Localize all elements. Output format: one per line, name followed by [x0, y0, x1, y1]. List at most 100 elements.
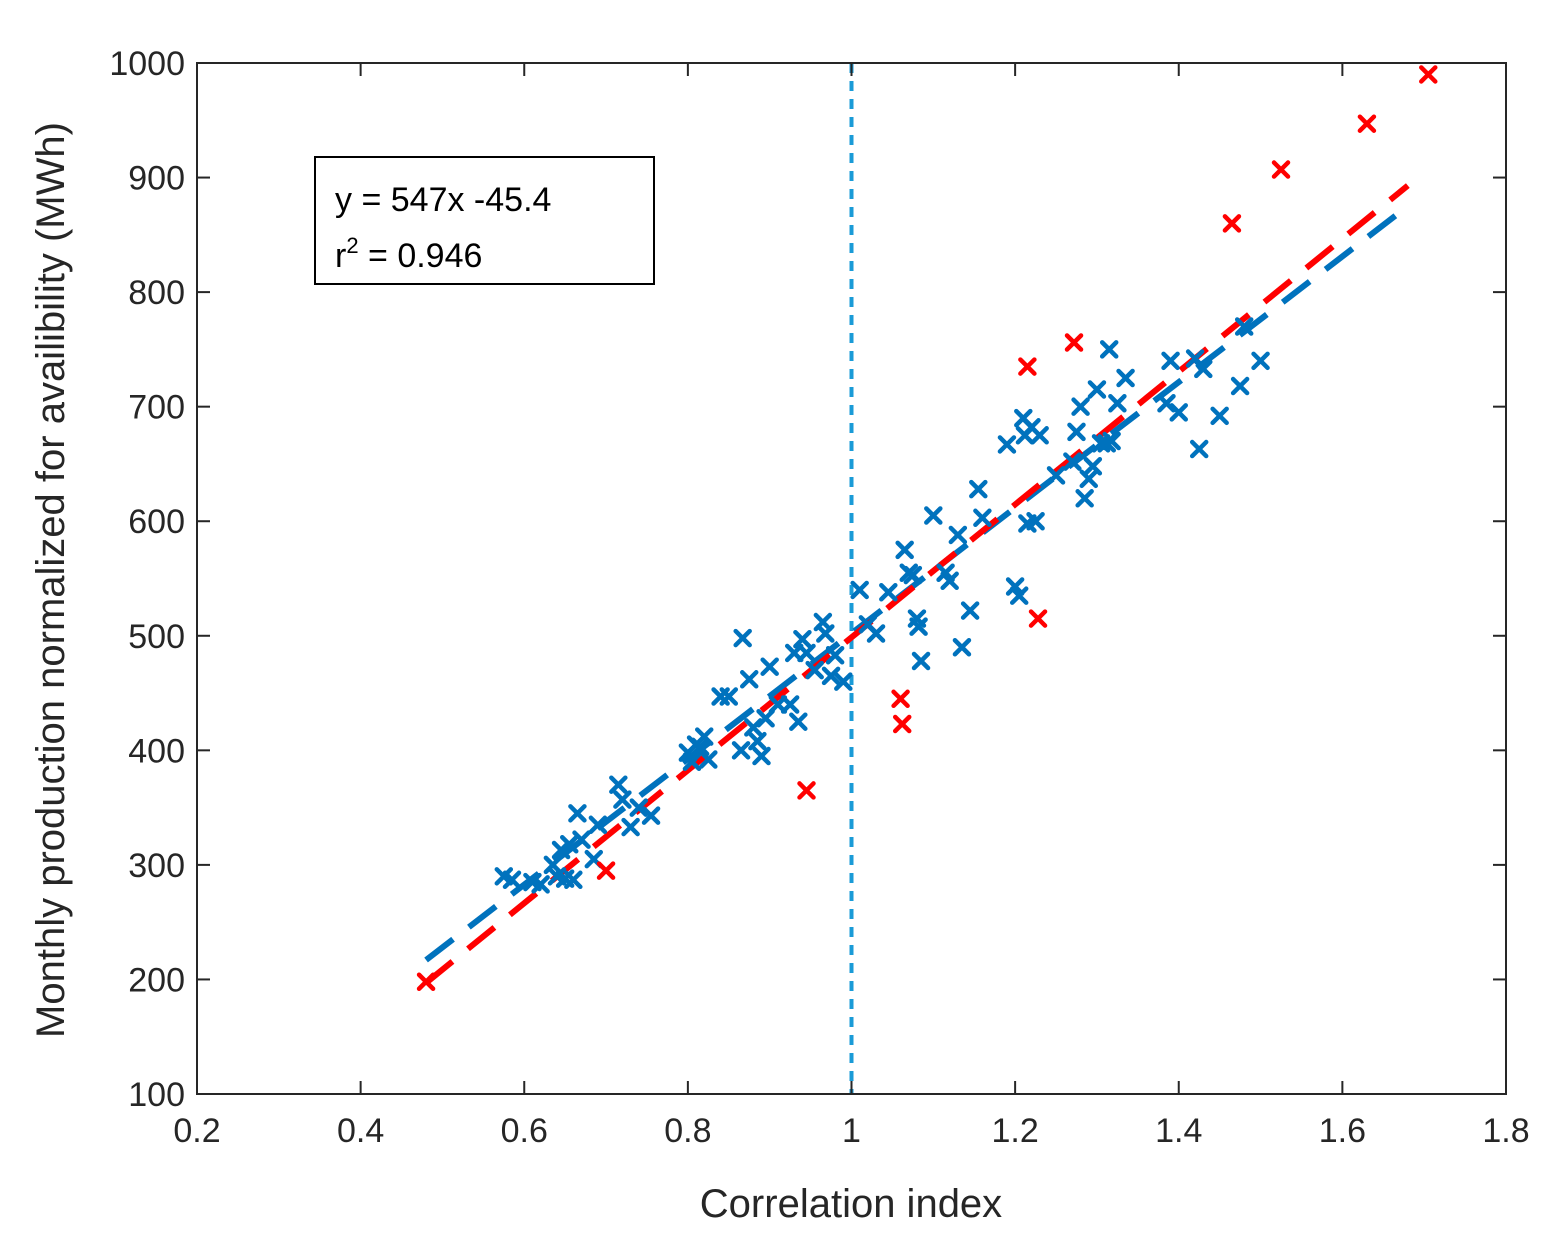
point-blue [531, 875, 550, 894]
point-blue [1075, 489, 1094, 508]
point-blue [1108, 393, 1127, 413]
point-blue [1102, 431, 1121, 451]
point-blue [613, 790, 632, 809]
point-blue [793, 629, 812, 649]
point-blue [969, 479, 988, 499]
point-blue [568, 804, 587, 823]
point-blue [699, 750, 718, 769]
r-squared-text: r2 = 0.946 [335, 233, 482, 275]
point-blue [1251, 351, 1270, 371]
x-tick-label: 1.4 [1155, 1112, 1202, 1150]
point-blue [895, 540, 914, 560]
point-red [1064, 333, 1084, 352]
point-blue [1063, 452, 1082, 471]
point-blue [1005, 577, 1025, 596]
y-axis-title: Monthly production normalized for availi… [29, 122, 73, 1038]
point-blue [789, 712, 808, 731]
point-blue [502, 870, 522, 890]
point-blue [940, 571, 959, 591]
x-tick-label: 0.4 [337, 1112, 384, 1150]
point-blue [694, 727, 714, 746]
point-blue [973, 508, 992, 528]
y-tick-label: 600 [128, 503, 185, 541]
point-blue [1071, 397, 1090, 416]
point-blue [866, 624, 886, 643]
point-blue [903, 565, 923, 585]
point-blue [621, 817, 640, 837]
point-blue [1099, 340, 1119, 359]
point-blue [1234, 317, 1254, 336]
y-tick-label: 800 [128, 274, 185, 312]
data-points-layer [416, 65, 1438, 991]
equation-annotation-box: y = 547x -45.4 r2 = 0.946 [314, 156, 655, 285]
point-blue [821, 666, 841, 686]
fit-equation-text: y = 547x -45.4 [335, 181, 551, 219]
x-tick-label: 1.2 [991, 1112, 1038, 1150]
r-squared-exponent: 2 [346, 233, 358, 258]
point-red [1018, 357, 1037, 376]
point-blue [816, 624, 835, 643]
point-red [891, 689, 910, 709]
point-blue [1230, 376, 1250, 396]
y-tick-label: 200 [128, 961, 185, 999]
point-red [797, 781, 816, 800]
r-squared-prefix: r [335, 237, 346, 275]
point-blue [879, 582, 898, 602]
point-blue [559, 835, 579, 854]
point-blue [948, 525, 968, 545]
point-red [596, 861, 616, 880]
point-blue [952, 637, 972, 657]
x-axis-title: Correlation index [700, 1182, 1002, 1226]
r-squared-value: = 0.946 [359, 237, 483, 275]
point-blue [1087, 380, 1107, 399]
fit-lines-layer [424, 183, 1410, 986]
point-blue [1067, 422, 1086, 442]
point-blue [834, 672, 853, 691]
point-blue [780, 695, 800, 714]
point-blue [1169, 403, 1188, 422]
point-blue [1026, 511, 1045, 531]
point-blue [572, 830, 591, 849]
point-blue [1116, 368, 1135, 388]
point-blue [805, 660, 824, 680]
point-red [1222, 214, 1242, 233]
point-blue [719, 687, 739, 706]
x-tick-label: 1 [842, 1112, 861, 1150]
point-blue [1161, 351, 1180, 371]
point-blue [797, 643, 816, 663]
point-blue [760, 657, 779, 676]
point-blue [911, 651, 931, 671]
point-blue [739, 670, 759, 689]
x-tick-label: 0.2 [173, 1112, 220, 1150]
point-blue [1009, 586, 1029, 605]
y-tick-label: 300 [128, 847, 185, 885]
point-blue [1046, 466, 1066, 485]
point-blue [588, 815, 608, 835]
point-red [1271, 160, 1291, 179]
y-tick-label: 400 [128, 732, 185, 770]
y-tick-label: 500 [128, 618, 185, 656]
point-blue [629, 798, 649, 817]
point-blue [641, 806, 661, 825]
point-blue [1189, 439, 1209, 459]
point-blue [1083, 456, 1103, 476]
point-red [892, 714, 912, 734]
point-red [1028, 609, 1048, 628]
point-blue [733, 628, 752, 648]
x-tick-label: 0.6 [501, 1112, 548, 1150]
axis-ticks-layer: 0.2 0.4 0.6 0.8 1 1.2 1.4 1.6 1.8 100 200 300 400 500… [109, 45, 1529, 1150]
point-blue [1030, 426, 1049, 445]
x-tick-label: 1.8 [1482, 1112, 1529, 1150]
point-red [1357, 114, 1377, 133]
point-blue [731, 741, 751, 760]
point-blue [850, 580, 869, 600]
fit-line-blue [424, 203, 1410, 963]
point-blue [564, 870, 583, 890]
point-blue [752, 746, 771, 766]
annotation-frame [314, 156, 655, 285]
point-blue [609, 775, 628, 794]
point-red [1419, 65, 1438, 84]
point-red [416, 972, 436, 991]
point-blue [682, 752, 702, 772]
